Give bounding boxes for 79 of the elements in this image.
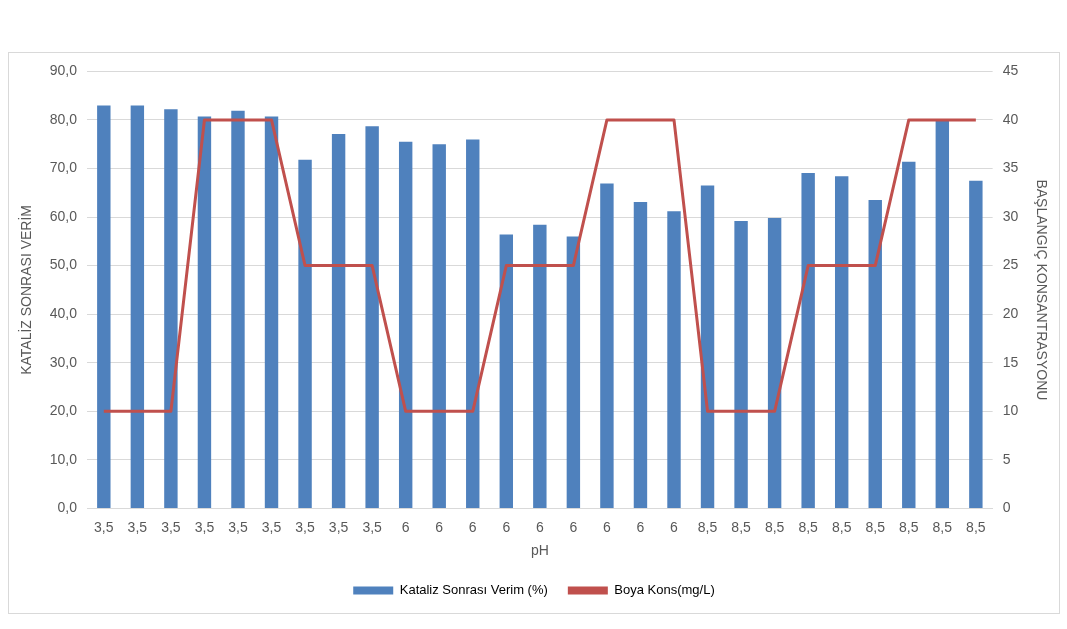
y-axis-title: KATALİZ SONRASI VERİM: [17, 204, 35, 375]
y2-tick-label: 35: [1002, 159, 1019, 176]
bar: [197, 116, 212, 508]
bar: [499, 234, 514, 508]
y-tick-label: 50,0: [49, 256, 78, 273]
bar: [264, 116, 279, 508]
bar: [533, 224, 547, 508]
bar: [700, 185, 715, 508]
bar: [432, 144, 446, 508]
bar: [935, 119, 950, 508]
x-tick-label: 3,5: [94, 518, 114, 535]
bar: [734, 220, 748, 508]
bar: [398, 141, 413, 508]
y2-tick-label: 25: [1002, 256, 1019, 273]
x-tick-label: 3,5: [228, 518, 248, 535]
bar: [868, 200, 882, 508]
y2-tick-label: 20: [1002, 305, 1019, 322]
bar: [466, 139, 480, 508]
bar: [298, 159, 312, 508]
x-tick-label: 3,5: [261, 518, 282, 535]
x-tick-label: 8,5: [697, 518, 718, 535]
bar: [767, 218, 782, 508]
x-tick-label: 8,5: [899, 518, 919, 535]
x-tick-label: 3,5: [127, 518, 148, 535]
x-tick-label: 6: [468, 518, 477, 535]
x-tick-label: 6: [636, 518, 645, 535]
x-tick-label: 6: [502, 518, 511, 535]
x-axis-title: pH: [530, 542, 549, 559]
x-tick-label: 8,5: [764, 518, 785, 535]
x-tick-label: 6: [603, 518, 612, 535]
x-tick-label: 3,5: [362, 518, 383, 535]
y2-tick-label: 15: [1002, 353, 1019, 370]
y-tick-label: 0,0: [57, 499, 78, 516]
bar: [801, 172, 815, 508]
bar: [633, 202, 648, 508]
x-tick-label: 6: [535, 518, 544, 535]
y2-tick-label: 30: [1002, 207, 1019, 224]
bar: [667, 211, 681, 508]
x-tick-label: 6: [401, 518, 410, 535]
y-tick-label: 40,0: [49, 305, 78, 322]
bar: [902, 161, 916, 508]
y-tick-label: 60,0: [49, 207, 78, 224]
y-tick-label: 80,0: [49, 110, 78, 127]
y2-tick-label: 40: [1002, 110, 1019, 127]
x-tick-label: 8,5: [932, 518, 953, 535]
x-tick-label: 3,5: [328, 518, 349, 535]
bar: [969, 180, 983, 508]
bar: [834, 176, 849, 508]
x-tick-label: 8,5: [731, 518, 752, 535]
x-tick-label: 3,5: [295, 518, 315, 535]
y-tick-label: 10,0: [49, 450, 78, 467]
bar: [365, 126, 379, 508]
bar: [164, 109, 178, 508]
x-tick-label: 6: [435, 518, 444, 535]
bar: [130, 105, 145, 508]
x-tick-label: 8,5: [966, 518, 986, 535]
x-tick-label: 6: [569, 518, 578, 535]
bar: [231, 110, 245, 508]
x-tick-label: 8,5: [831, 518, 852, 535]
x-tick-label: 8,5: [798, 518, 819, 535]
x-tick-label: 3,5: [161, 518, 181, 535]
y2-tick-label: 45: [1002, 62, 1019, 79]
y2-axis-title: BAŞLANGIÇ KONSANTRASYONU: [1033, 179, 1050, 401]
y-tick-label: 90,0: [49, 62, 78, 79]
y-tick-label: 20,0: [49, 402, 78, 419]
bar: [331, 134, 346, 508]
x-tick-label: 3,5: [194, 518, 215, 535]
y2-tick-label: 10: [1002, 402, 1019, 419]
x-tick-label: 6: [670, 518, 679, 535]
legend-label: Boya Kons(mg/L): [614, 582, 715, 598]
y-tick-label: 30,0: [49, 353, 78, 370]
x-tick-label: 8,5: [865, 518, 886, 535]
y-tick-label: 70,0: [49, 159, 78, 176]
bar: [600, 183, 614, 508]
y2-tick-label: 0: [1002, 499, 1011, 516]
bar: [566, 236, 581, 508]
legend-label: Kataliz Sonrası Verim (%): [399, 582, 548, 598]
bar: [97, 105, 111, 508]
y2-tick-label: 5: [1002, 450, 1011, 467]
